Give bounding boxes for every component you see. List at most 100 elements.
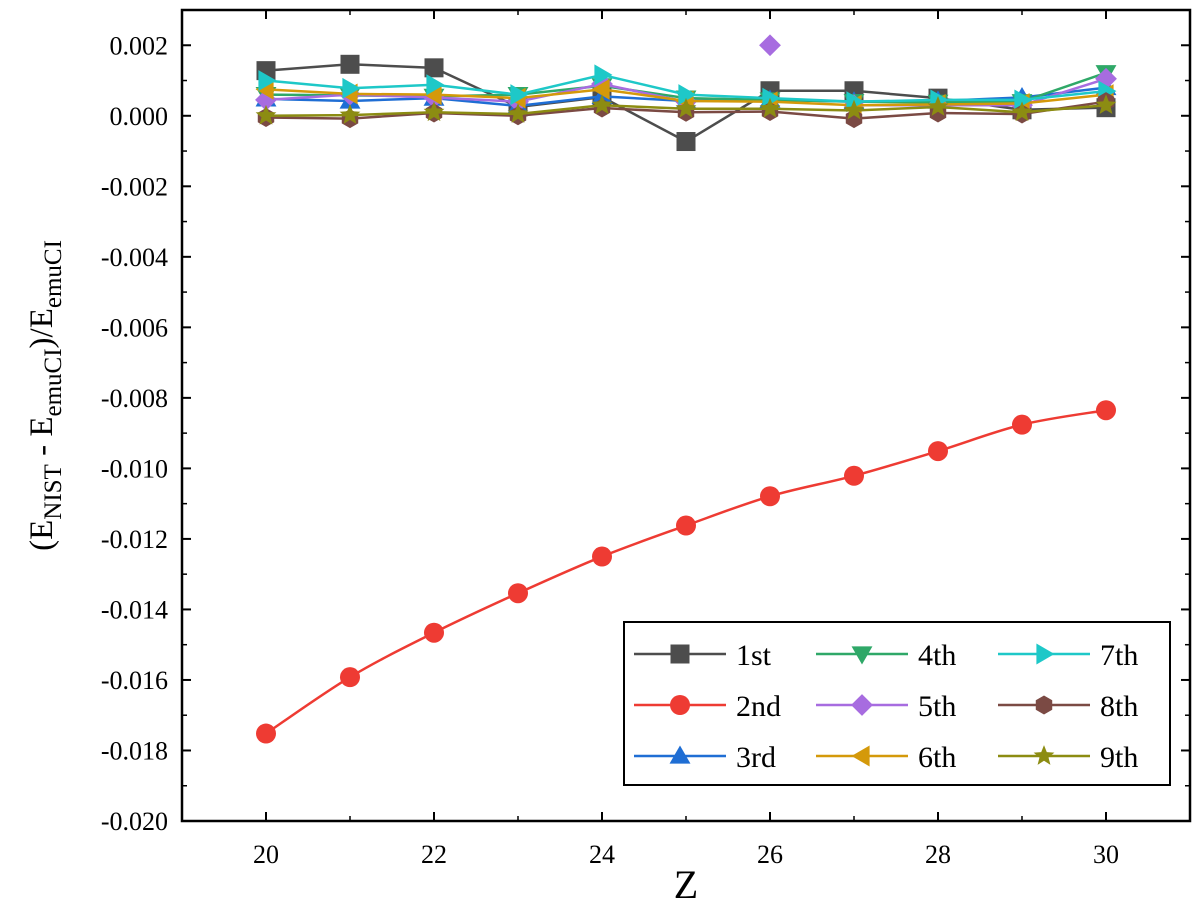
data-point-9th (759, 97, 781, 118)
legend-marker-7th (1036, 643, 1055, 665)
data-point-9th (423, 101, 445, 122)
x-tick-label: 20 (253, 840, 279, 869)
data-point-9th (675, 97, 697, 118)
data-point-9th (591, 94, 613, 115)
data-point-2nd (676, 515, 696, 536)
legend-label: 4th (918, 639, 956, 672)
x-tick-label: 24 (589, 840, 615, 869)
data-point-2nd (844, 465, 864, 486)
legend-label: 8th (1100, 690, 1138, 723)
data-point-7th (1014, 89, 1033, 111)
legend-marker-3rd (669, 745, 691, 764)
legend-item-8th: 8th (998, 690, 1138, 723)
data-point-2nd (508, 583, 528, 604)
data-point-2nd (1096, 400, 1116, 421)
data-point-7th (678, 84, 697, 106)
y-tick-labels: 0.002 0.000 -0.002 -0.004 -0.006 -0.008 -0.010… (101, 31, 168, 836)
legend-label: 2nd (736, 690, 781, 723)
y-label-sub-nist: NIST (40, 464, 67, 520)
legend-box (623, 621, 1171, 786)
legend-marker-8th (1035, 695, 1053, 715)
legend-marker-4th (851, 646, 873, 665)
x-tick-label: 26 (757, 840, 783, 869)
y-axis-label: (ENIST - EemuCI)/EemuCI (24, 240, 67, 551)
x-tick-label: 22 (421, 840, 447, 869)
data-point-5th (759, 34, 781, 57)
legend-label: 3rd (736, 741, 776, 774)
data-point-9th (927, 96, 949, 116)
legend-marker-5th (851, 694, 873, 716)
legend-item-7th: 7th (998, 639, 1138, 672)
y-tick-label: -0.020 (101, 807, 168, 836)
y-tick-label: 0.002 (110, 31, 169, 60)
y-tick-label: -0.014 (101, 595, 168, 624)
data-point-1st (424, 58, 444, 78)
data-point-6th (423, 84, 442, 106)
y-tick-label: 0.000 (110, 102, 169, 131)
series-line-5th (265, 82, 687, 103)
data-point-7th (426, 74, 445, 96)
data-point-2nd (1012, 414, 1032, 435)
legend-label: 7th (1100, 639, 1138, 672)
data-point-2nd (340, 667, 360, 688)
legend-item-6th: 6th (816, 741, 956, 774)
legend-item-4th: 4th (816, 639, 956, 672)
series-2nd (256, 400, 1116, 744)
y-label-part: (E (24, 520, 60, 551)
data-point-9th (843, 99, 865, 120)
x-tick-label: 28 (925, 840, 951, 869)
y-label-sub-emuci: emuCI (40, 348, 67, 416)
legend-item-9th: 9th (998, 741, 1138, 774)
y-tick-label: -0.008 (101, 384, 168, 413)
data-point-9th (255, 104, 277, 125)
legend-label: 9th (1100, 741, 1138, 774)
legend-marker-2nd (670, 695, 690, 715)
y-tick-label: -0.012 (101, 525, 168, 554)
y-label-part: )/E (24, 308, 60, 348)
data-point-9th (1095, 94, 1117, 115)
data-point-9th (339, 104, 361, 124)
series-9th (255, 94, 1117, 125)
legend-label: 1st (736, 639, 772, 672)
y-tick-label: -0.018 (101, 736, 168, 765)
data-point-2nd (592, 546, 612, 567)
data-point-7th (762, 87, 781, 109)
data-point-7th (594, 64, 613, 86)
data-point-7th (258, 70, 277, 91)
x-tick-labels: 20 22 24 26 28 30 (253, 840, 1119, 869)
data-point-9th (1011, 101, 1033, 122)
axis-ticks (182, 10, 1190, 822)
y-tick-label: -0.016 (101, 666, 168, 695)
data-point-2nd (760, 486, 780, 507)
data-point-7th (510, 84, 529, 106)
y-tick-label: -0.004 (101, 243, 168, 272)
data-point-2nd (424, 622, 444, 643)
data-point-6th (591, 78, 610, 100)
data-point-1st (340, 54, 360, 74)
y-tick-label: -0.010 (101, 454, 168, 483)
legend-item-5th: 5th (816, 690, 956, 723)
data-point-2nd (256, 723, 276, 744)
x-axis-label: Z (674, 862, 698, 903)
data-point-1st (676, 132, 696, 152)
legend-marker-1st (670, 644, 690, 664)
plot-area (180, 8, 1192, 823)
y-tick-label: -0.002 (101, 172, 168, 201)
x-tick-label: 30 (1093, 840, 1119, 869)
legend-label: 5th (918, 690, 956, 723)
legend-marker-9th (1033, 745, 1055, 765)
legend-item-3rd: 3rd (634, 741, 776, 774)
data-point-2nd (928, 441, 948, 462)
legend-marker-6th (851, 745, 870, 767)
series-layer (255, 34, 1117, 744)
y-tick-label: -0.006 (101, 313, 168, 342)
legend: 1st 2nd 3rd 4th 5th 6th 7th 8th 9th (623, 621, 1171, 786)
y-label-part: - E (24, 417, 60, 465)
data-point-7th (342, 77, 361, 99)
legend-item-1st: 1st (634, 639, 772, 672)
legend-item-2nd: 2nd (634, 690, 781, 723)
data-point-9th (507, 103, 529, 123)
legend-label: 6th (918, 741, 956, 774)
y-label-sub-emuci: emuCI (40, 240, 67, 308)
